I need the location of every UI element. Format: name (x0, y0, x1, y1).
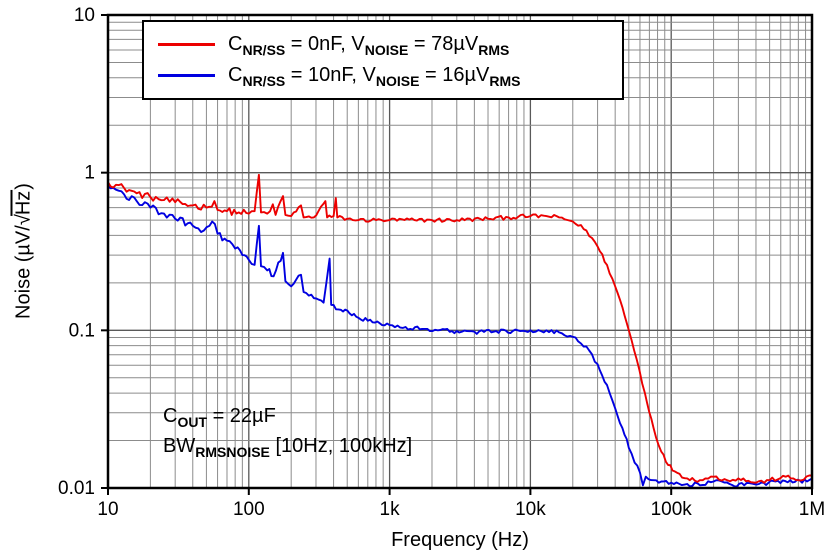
y-tick-label: 10 (74, 5, 95, 26)
red-line-swatch (158, 43, 215, 46)
x-tick-label: 10 (97, 499, 118, 520)
legend-item-10nf: CNR/SS = 10nF, VNOISE = 16µVRMS (158, 60, 622, 91)
blue-line-swatch (158, 74, 215, 77)
note-line-cout: COUT = 22µF (163, 405, 276, 430)
y-axis-title: Noise (µV/√Hz) (10, 183, 35, 319)
x-tick-label: 1k (380, 499, 401, 520)
legend-label-0nf: CNR/SS = 0nF, VNOISE = 78µVRMS (228, 33, 510, 58)
x-tick-label: 100k (651, 499, 693, 520)
legend-label-10nf: CNR/SS = 10nF, VNOISE = 16µVRMS (228, 64, 521, 89)
plot-border (106, 13, 814, 490)
conditions-note: COUT = 22µF BWRMSNOISE [10Hz, 100kHz] (163, 401, 412, 461)
y-tick-label: 0.1 (69, 320, 95, 341)
x-axis-title: Frequency (Hz) (391, 529, 529, 551)
curve-0nF (108, 173, 812, 484)
y-tick-label: 0.01 (58, 478, 95, 499)
y-tick-label: 1 (84, 163, 95, 184)
note-line-bw: BWRMSNOISE [10Hz, 100kHz] (163, 435, 413, 460)
x-tick-label: 100 (233, 499, 265, 520)
legend-box: CNR/SS = 0nF, VNOISE = 78µVRMS CNR/SS = … (142, 20, 624, 100)
x-tick-label: 10k (515, 499, 546, 520)
legend-item-0nf: CNR/SS = 0nF, VNOISE = 78µVRMS (158, 29, 622, 60)
x-tick-label: 1M (799, 499, 825, 520)
curve-10nF (108, 185, 812, 488)
